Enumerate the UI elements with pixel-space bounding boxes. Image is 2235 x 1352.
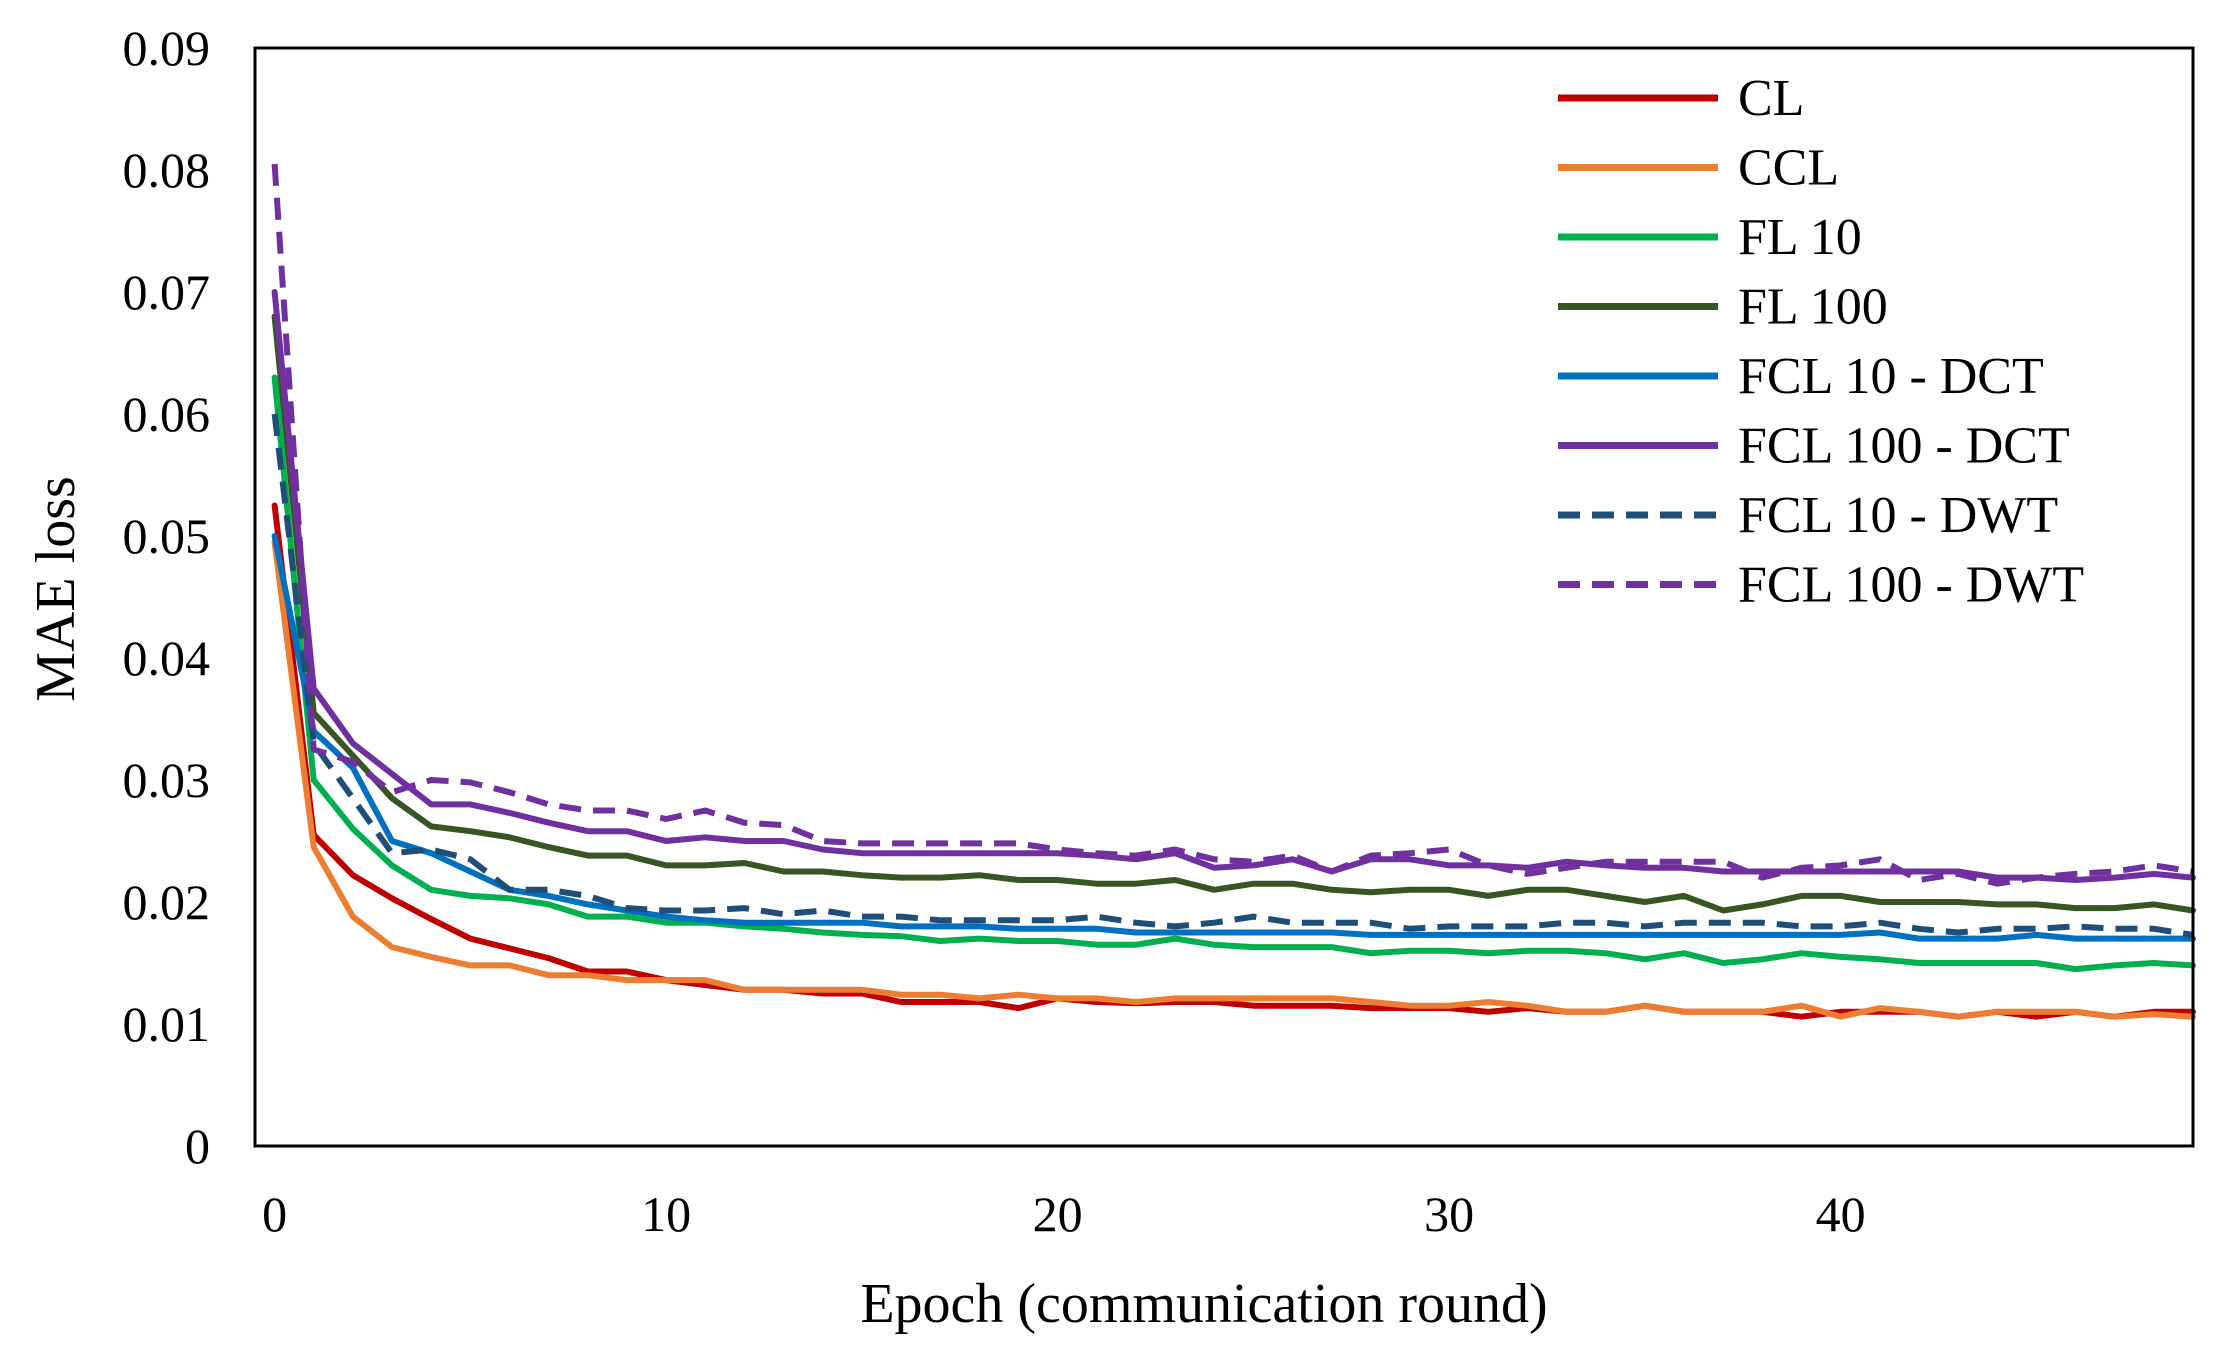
legend-label: FCL 10 - DWT [1738, 487, 2058, 544]
x-tick-label: 40 [1816, 1186, 1866, 1242]
legend-item-ccl: CCL [1558, 140, 1839, 197]
legend-item-cl: CL [1558, 70, 1804, 127]
y-tick-label: 0.04 [123, 630, 211, 686]
plot-frame [253, 46, 2195, 1148]
legend-label: FL 100 [1738, 279, 1888, 336]
series-layer [271, 163, 2196, 1020]
series-line-fcl-10-dct [271, 533, 2196, 942]
y-tick-label: 0.07 [123, 264, 211, 320]
y-axis-ticks: 0 0.01 0.02 0.03 0.04 0.05 0.06 0.07 0.08 0.09 [123, 20, 211, 1174]
legend: CL CCL FL 10 FL 100 FCL 10 - DCT FCL 100 - DC… [1558, 70, 2084, 614]
legend-item-fcl-10-dwt: FCL 10 - DWT [1558, 487, 2058, 544]
x-tick-label: 20 [1033, 1186, 1083, 1242]
legend-item-fcl-10-dct: FCL 10 - DCT [1558, 348, 2044, 405]
legend-item-fcl-100-dwt: FCL 100 - DWT [1558, 557, 2084, 614]
series-line-fcl-10-dwt [271, 413, 2194, 938]
x-axis-title: Epoch (communication round) [860, 1273, 1547, 1335]
series-line-fl-10 [271, 374, 2196, 973]
series-line-fcl-100-dct [271, 289, 2196, 883]
y-tick-label: 0.02 [123, 874, 211, 930]
y-tick-label: 0.08 [123, 142, 211, 198]
x-tick-label: 10 [641, 1186, 691, 1242]
legend-label: FCL 100 - DWT [1738, 557, 2084, 614]
y-tick-label: 0.09 [123, 20, 211, 76]
y-tick-label: 0.01 [123, 996, 211, 1052]
legend-label: FCL 10 - DCT [1738, 348, 2044, 405]
x-tick-label: 30 [1424, 1186, 1474, 1242]
y-tick-label: 0.03 [123, 752, 211, 808]
legend-item-fl-10: FL 10 [1558, 209, 1862, 266]
legend-item-fcl-100-dct: FCL 100 - DCT [1558, 418, 2070, 475]
legend-label: FL 10 [1738, 209, 1862, 266]
legend-label: FCL 100 - DCT [1738, 418, 2070, 475]
y-axis-title: MAE loss [25, 476, 87, 702]
y-tick-label: 0 [185, 1118, 210, 1174]
legend-label: CL [1738, 70, 1804, 127]
legend-label: CCL [1738, 140, 1839, 197]
y-tick-label: 0.06 [123, 386, 211, 442]
series-line-ccl [271, 539, 2196, 1020]
x-tick-label: 0 [262, 1186, 287, 1242]
legend-item-fl-100: FL 100 [1558, 279, 1888, 336]
x-axis-ticks: 0 10 20 30 40 [262, 1186, 1866, 1242]
series-line-fl-100 [271, 313, 2196, 914]
y-tick-label: 0.05 [123, 508, 211, 564]
series-line-fcl-100-dwt [271, 163, 2194, 887]
